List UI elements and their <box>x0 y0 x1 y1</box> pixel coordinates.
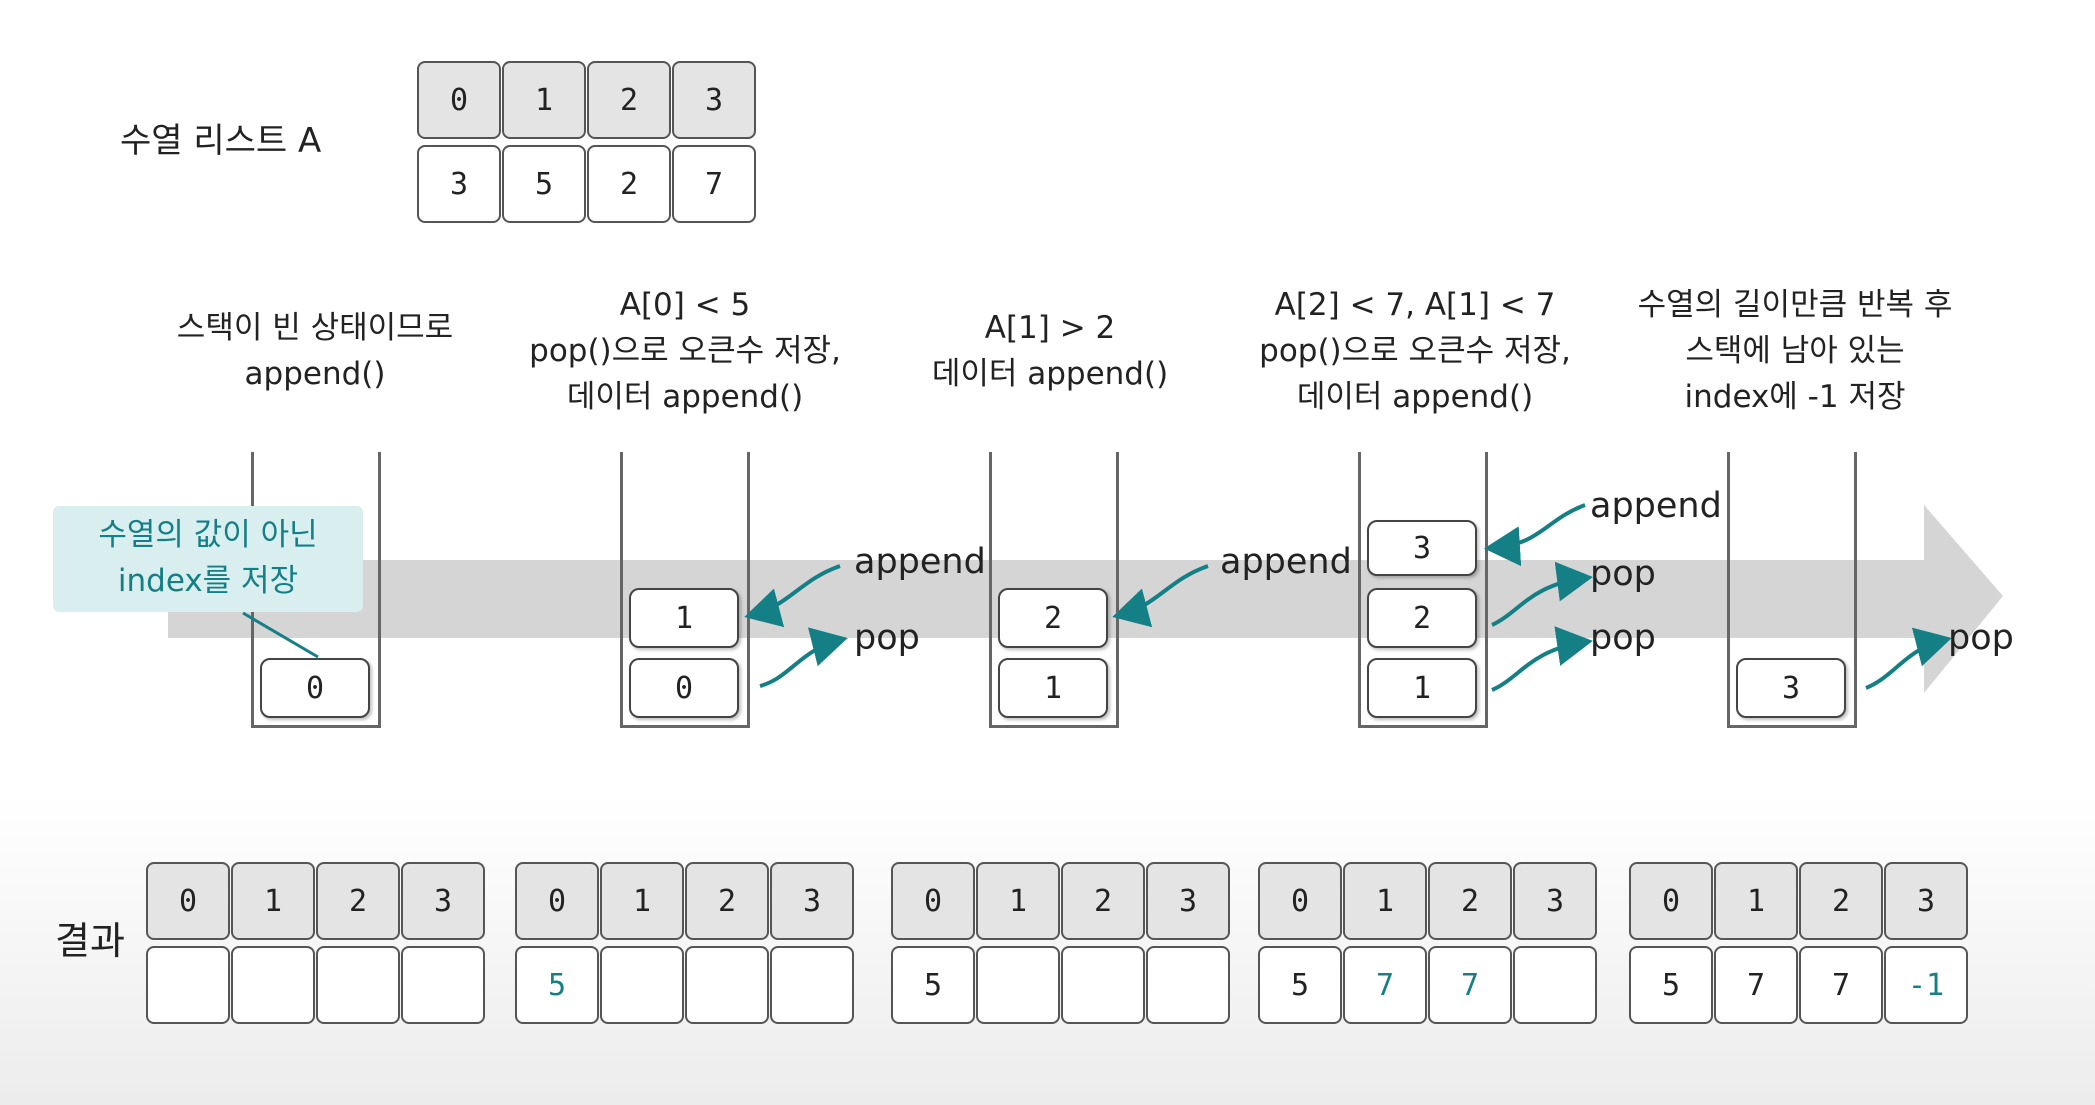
pop-arrow-icon <box>1865 627 1952 690</box>
index-callout: 수열의 값이 아닌 index를 저장 <box>53 506 363 612</box>
result-value-cell <box>770 946 854 1024</box>
stack-item: 1 <box>1367 658 1477 718</box>
step-text-line: A[1] > 2 <box>984 310 1116 346</box>
step-text-line: 수열의 길이만큼 반복 후 <box>1637 287 1953 323</box>
result-value-cell <box>976 946 1060 1024</box>
stack-item: 0 <box>260 658 370 718</box>
stack-item: 2 <box>998 588 1108 648</box>
result-value-cell: 5 <box>891 946 975 1024</box>
step-5-description: 수열의 길이만큼 반복 후 스택에 남아 있는 index에 -1 저장 <box>1610 282 1980 420</box>
pop-label: pop <box>1590 618 1656 658</box>
append-label: append <box>854 542 986 582</box>
stack-item: 3 <box>1367 520 1477 576</box>
step-text-line: A[0] < 5 <box>619 287 751 323</box>
sequence-index-cell: 1 <box>502 61 586 139</box>
result-value-cell: -1 <box>1884 946 1968 1024</box>
stack-step-5 <box>1727 452 1857 728</box>
append-label: append <box>1590 486 1722 526</box>
result-value-cell <box>231 946 315 1024</box>
pop-label: pop <box>1948 618 2014 658</box>
result-index-cell: 2 <box>1061 862 1145 940</box>
pop-arrow-icon <box>1491 626 1593 692</box>
result-index-cell: 0 <box>146 862 230 940</box>
result-index-cell: 2 <box>316 862 400 940</box>
sequence-label: 수열 리스트 A <box>120 121 322 161</box>
result-index-cell: 2 <box>1799 862 1883 940</box>
sequence-value-cell: 3 <box>417 145 501 223</box>
sequence-index-cell: 2 <box>587 61 671 139</box>
result-index-cell: 3 <box>1146 862 1230 940</box>
result-label: 결과 <box>55 919 125 963</box>
stack-item: 3 <box>1736 658 1846 718</box>
result-value-cell <box>1061 946 1145 1024</box>
result-value-cell: 7 <box>1714 946 1798 1024</box>
stack-item: 1 <box>998 658 1108 718</box>
pop-arrow-icon <box>759 627 848 688</box>
result-value-cell <box>685 946 769 1024</box>
step-text-line: pop()으로 오큰수 저장, <box>1259 333 1571 369</box>
step-4-description: A[2] < 7, A[1] < 7 pop()으로 오큰수 저장, 데이터 a… <box>1240 282 1590 420</box>
result-value-cell: 5 <box>1629 946 1713 1024</box>
step-text-line: 데이터 append() <box>566 379 804 415</box>
result-index-cell: 0 <box>1629 862 1713 940</box>
step-text-line: 데이터 append() <box>931 356 1169 392</box>
callout-line: index를 저장 <box>117 563 299 599</box>
step-2-description: A[0] < 5 pop()으로 오큰수 저장, 데이터 append() <box>505 282 865 420</box>
result-index-cell: 3 <box>770 862 854 940</box>
result-value-cell: 7 <box>1343 946 1427 1024</box>
result-value-cell <box>600 946 684 1024</box>
step-text-line: 스택에 남아 있는 <box>1685 333 1905 369</box>
append-arrow-icon <box>1484 503 1586 567</box>
step-text-line: index에 -1 저장 <box>1684 379 1906 415</box>
step-text-line: A[2] < 7, A[1] < 7 <box>1274 287 1556 323</box>
result-index-cell: 3 <box>1513 862 1597 940</box>
append-label: append <box>1220 542 1352 582</box>
result-index-cell: 2 <box>685 862 769 940</box>
result-index-cell: 0 <box>891 862 975 940</box>
append-arrow-icon <box>1112 564 1209 628</box>
result-index-cell: 3 <box>1884 862 1968 940</box>
sequence-value-cell: 7 <box>672 145 756 223</box>
result-value-cell: 5 <box>1258 946 1342 1024</box>
result-value-cell: 7 <box>1799 946 1883 1024</box>
callout-line: 수열의 값이 아닌 <box>98 517 318 553</box>
result-index-cell: 3 <box>401 862 485 940</box>
result-value-cell: 7 <box>1428 946 1512 1024</box>
stack-step-4 <box>1358 452 1488 728</box>
sequence-index-cell: 3 <box>672 61 756 139</box>
step-1-description: 스택이 빈 상태이므로 append() <box>145 305 485 397</box>
append-arrow-icon <box>744 564 841 628</box>
pop-label: pop <box>1590 554 1656 594</box>
stack-item: 2 <box>1367 588 1477 648</box>
result-value-cell: 5 <box>515 946 599 1024</box>
step-3-description: A[1] > 2 데이터 append() <box>900 305 1200 397</box>
step-text-line: pop()으로 오큰수 저장, <box>529 333 841 369</box>
result-index-cell: 1 <box>231 862 315 940</box>
sequence-value-cell: 5 <box>502 145 586 223</box>
result-index-cell: 1 <box>600 862 684 940</box>
result-value-cell <box>401 946 485 1024</box>
result-value-cell <box>146 946 230 1024</box>
result-index-cell: 1 <box>1343 862 1427 940</box>
stack-item: 0 <box>629 658 739 718</box>
step-text-line: 데이터 append() <box>1296 379 1534 415</box>
result-value-cell <box>1513 946 1597 1024</box>
pop-label: pop <box>854 618 920 658</box>
result-index-cell: 0 <box>515 862 599 940</box>
sequence-value-cell: 2 <box>587 145 671 223</box>
result-value-cell <box>1146 946 1230 1024</box>
result-index-cell: 1 <box>976 862 1060 940</box>
step-text-line: 스택이 빈 상태이므로 <box>176 310 454 346</box>
pop-arrow-icon <box>1491 561 1593 627</box>
result-index-cell: 2 <box>1428 862 1512 940</box>
callout-pointer <box>242 611 319 659</box>
stack-item: 1 <box>629 588 739 648</box>
sequence-index-cell: 0 <box>417 61 501 139</box>
result-index-cell: 0 <box>1258 862 1342 940</box>
result-value-cell <box>316 946 400 1024</box>
step-text-line: append() <box>244 356 386 392</box>
result-index-cell: 1 <box>1714 862 1798 940</box>
